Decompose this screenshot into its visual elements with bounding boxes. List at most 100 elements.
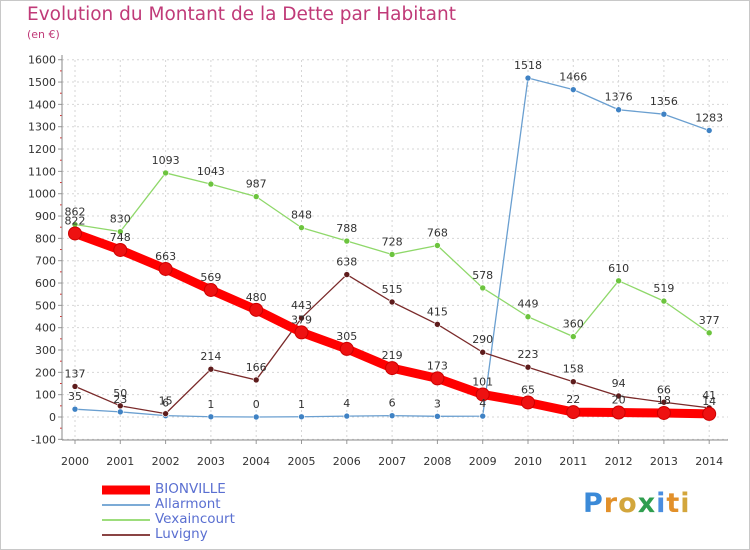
y-tick-label: 0 <box>49 411 56 424</box>
data-label: 50 <box>113 387 127 400</box>
data-label: 788 <box>336 222 357 235</box>
y-tick-label: 200 <box>35 366 56 379</box>
y-tick-label: 400 <box>35 322 56 335</box>
y-tick-label: 700 <box>35 255 56 268</box>
data-point <box>294 325 309 340</box>
data-point <box>566 405 581 420</box>
data-point <box>162 169 169 177</box>
proxiti-logo: Proxiti <box>583 488 691 519</box>
data-label: 1356 <box>650 95 678 108</box>
data-point <box>252 413 260 421</box>
x-tick-label: 2009 <box>469 455 497 468</box>
data-label: 663 <box>155 250 176 263</box>
data-label: 569 <box>200 271 221 284</box>
data-point <box>524 313 532 321</box>
data-point <box>524 74 532 82</box>
data-label: 41 <box>702 389 716 402</box>
data-label: 3 <box>434 397 441 410</box>
chart-title: Evolution du Montant de la Dette par Hab… <box>27 4 456 25</box>
x-tick-label: 2013 <box>650 455 678 468</box>
x-tick-label: 2007 <box>378 455 406 468</box>
data-label: 137 <box>65 367 86 380</box>
data-label: 65 <box>521 383 535 396</box>
data-point <box>479 412 487 420</box>
x-tick-label: 2008 <box>423 455 451 468</box>
x-tick-label: 2003 <box>197 455 225 468</box>
legend-label: Vexaincourt <box>155 511 235 527</box>
data-point <box>521 395 535 410</box>
data-label: 415 <box>427 305 448 318</box>
data-point <box>388 298 396 306</box>
data-point <box>113 242 128 257</box>
data-label: 22 <box>566 393 580 406</box>
data-label: 443 <box>291 299 312 312</box>
data-label: 94 <box>612 377 626 390</box>
data-label: 18 <box>657 394 671 407</box>
y-tick-label: 900 <box>35 210 56 223</box>
data-label: 101 <box>472 375 493 388</box>
data-label: 768 <box>427 227 448 240</box>
data-point <box>702 406 717 421</box>
y-tick-label: 600 <box>35 277 56 290</box>
y-tick-label: 1500 <box>28 76 56 89</box>
data-point <box>569 333 577 340</box>
data-label: 848 <box>291 209 312 222</box>
data-point <box>207 365 215 373</box>
chart-subtitle: (en €) <box>27 28 60 41</box>
data-label: 610 <box>608 262 629 275</box>
legend-label: Luvigny <box>155 526 208 542</box>
data-label: 360 <box>563 318 584 331</box>
y-tick-label: 1400 <box>28 98 56 111</box>
data-point <box>615 277 622 285</box>
data-point <box>475 387 490 402</box>
logo-letter: t <box>666 488 681 519</box>
x-tick-label: 2012 <box>605 455 633 468</box>
data-label: 519 <box>653 282 674 295</box>
data-point <box>298 224 305 231</box>
data-label: 214 <box>200 350 221 363</box>
logo-letter: P <box>583 488 604 519</box>
data-point <box>434 321 441 328</box>
data-label: 0 <box>253 398 260 411</box>
logo-letter: i <box>680 488 691 519</box>
data-label: 23 <box>113 393 127 406</box>
data-label: 66 <box>657 383 671 396</box>
data-point <box>660 398 668 406</box>
data-label: 4 <box>343 397 350 410</box>
y-tick-label: -100 <box>31 433 56 446</box>
x-tick-label: 2004 <box>242 455 270 468</box>
data-point <box>569 86 577 93</box>
y-tick-label: 1200 <box>28 143 56 156</box>
data-label: 166 <box>246 361 267 374</box>
data-label: 1 <box>298 398 305 411</box>
data-point <box>430 371 445 386</box>
data-point <box>660 297 668 305</box>
data-point <box>615 392 622 400</box>
data-point <box>385 361 400 376</box>
data-label: 449 <box>518 298 539 311</box>
x-tick-label: 2005 <box>288 455 316 468</box>
data-point <box>71 383 79 390</box>
data-label: 6 <box>162 397 169 410</box>
data-label: 1093 <box>152 154 180 167</box>
logo-letter: o <box>618 488 638 519</box>
data-point <box>207 413 215 421</box>
data-point <box>343 412 351 420</box>
data-label: 748 <box>110 231 131 244</box>
data-point <box>117 228 124 235</box>
data-label: 219 <box>382 349 403 362</box>
data-point <box>434 413 441 420</box>
y-tick-label: 1100 <box>28 165 56 178</box>
data-label: 515 <box>382 283 403 296</box>
x-tick-label: 2001 <box>106 455 134 468</box>
x-tick-label: 2010 <box>514 455 542 468</box>
data-point <box>252 376 260 384</box>
data-label: 638 <box>336 256 357 269</box>
y-tick-label: 1000 <box>28 188 56 201</box>
y-tick-label: 1600 <box>28 54 56 67</box>
data-label: 822 <box>65 214 86 227</box>
data-label: 6 <box>389 397 396 410</box>
data-point <box>479 284 487 292</box>
x-tick-label: 2006 <box>333 455 361 468</box>
